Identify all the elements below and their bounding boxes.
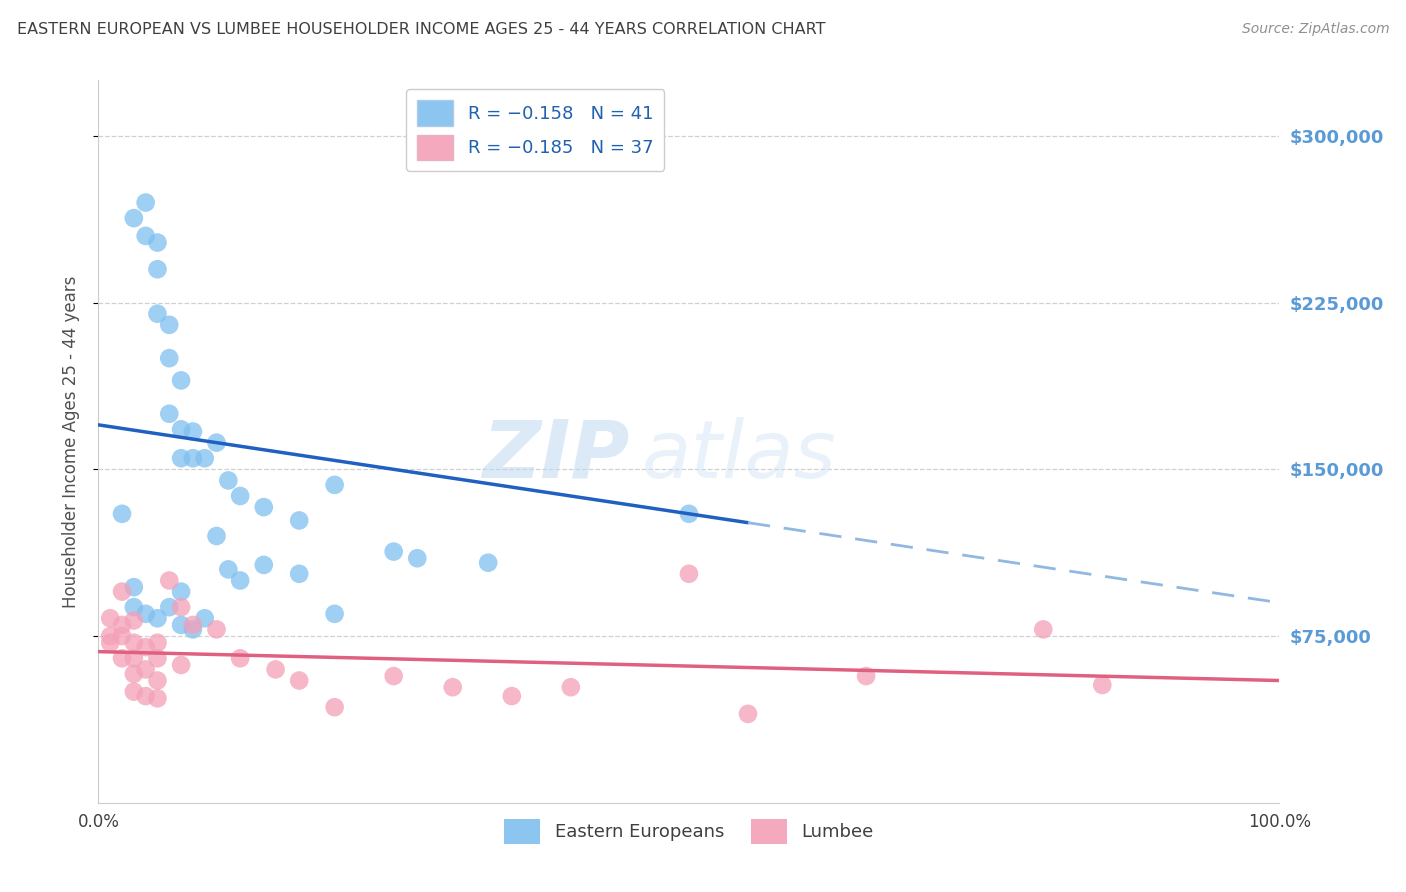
Point xyxy=(253,558,276,572)
Point xyxy=(560,680,582,694)
Point xyxy=(135,662,157,676)
Point xyxy=(229,651,252,665)
Point xyxy=(678,566,700,581)
Point xyxy=(122,580,145,594)
Point xyxy=(122,684,145,698)
Point xyxy=(157,318,180,332)
Point xyxy=(146,636,169,650)
Point xyxy=(135,228,157,243)
Point xyxy=(122,614,145,628)
Point xyxy=(111,629,134,643)
Point xyxy=(1032,623,1054,637)
Point xyxy=(323,700,346,714)
Point xyxy=(253,500,276,515)
Point xyxy=(205,529,228,543)
Text: EASTERN EUROPEAN VS LUMBEE HOUSEHOLDER INCOME AGES 25 - 44 YEARS CORRELATION CHA: EASTERN EUROPEAN VS LUMBEE HOUSEHOLDER I… xyxy=(17,22,825,37)
Y-axis label: Householder Income Ages 25 - 44 years: Householder Income Ages 25 - 44 years xyxy=(62,276,80,607)
Point xyxy=(181,618,204,632)
Point xyxy=(111,584,134,599)
Point xyxy=(157,600,180,615)
Point xyxy=(1091,678,1114,692)
Point xyxy=(157,574,180,588)
Point xyxy=(146,673,169,688)
Point xyxy=(382,544,405,558)
Point xyxy=(217,562,239,576)
Legend: Eastern Europeans, Lumbee: Eastern Europeans, Lumbee xyxy=(496,812,882,852)
Point xyxy=(122,666,145,681)
Point xyxy=(111,618,134,632)
Point xyxy=(855,669,877,683)
Point xyxy=(170,618,193,632)
Point xyxy=(477,556,499,570)
Point xyxy=(264,662,287,676)
Point xyxy=(170,657,193,672)
Point xyxy=(288,673,311,688)
Point xyxy=(382,669,405,683)
Point xyxy=(135,689,157,703)
Point xyxy=(323,478,346,492)
Point xyxy=(229,489,252,503)
Point xyxy=(98,636,121,650)
Point xyxy=(146,611,169,625)
Point xyxy=(157,407,180,421)
Point xyxy=(170,451,193,466)
Point xyxy=(146,691,169,706)
Point xyxy=(229,574,252,588)
Point xyxy=(501,689,523,703)
Point xyxy=(194,611,217,625)
Point xyxy=(678,507,700,521)
Point xyxy=(146,651,169,665)
Point xyxy=(288,513,311,527)
Point xyxy=(323,607,346,621)
Point xyxy=(194,451,217,466)
Point xyxy=(170,584,193,599)
Point xyxy=(146,262,169,277)
Point xyxy=(146,235,169,250)
Point xyxy=(170,600,193,615)
Point xyxy=(111,651,134,665)
Point xyxy=(441,680,464,694)
Point xyxy=(406,551,429,566)
Point xyxy=(122,600,145,615)
Point xyxy=(98,629,121,643)
Point xyxy=(135,640,157,655)
Point xyxy=(111,507,134,521)
Point xyxy=(737,706,759,721)
Point xyxy=(157,351,180,366)
Point xyxy=(217,474,239,488)
Point xyxy=(205,435,228,450)
Point xyxy=(170,373,193,387)
Text: Source: ZipAtlas.com: Source: ZipAtlas.com xyxy=(1241,22,1389,37)
Point xyxy=(122,651,145,665)
Point xyxy=(170,422,193,436)
Point xyxy=(181,425,204,439)
Point xyxy=(98,611,121,625)
Point xyxy=(146,307,169,321)
Point xyxy=(181,451,204,466)
Point xyxy=(135,195,157,210)
Text: ZIP: ZIP xyxy=(482,417,630,495)
Point xyxy=(288,566,311,581)
Point xyxy=(135,607,157,621)
Point xyxy=(181,623,204,637)
Text: atlas: atlas xyxy=(641,417,837,495)
Point xyxy=(122,636,145,650)
Point xyxy=(205,623,228,637)
Point xyxy=(122,211,145,226)
